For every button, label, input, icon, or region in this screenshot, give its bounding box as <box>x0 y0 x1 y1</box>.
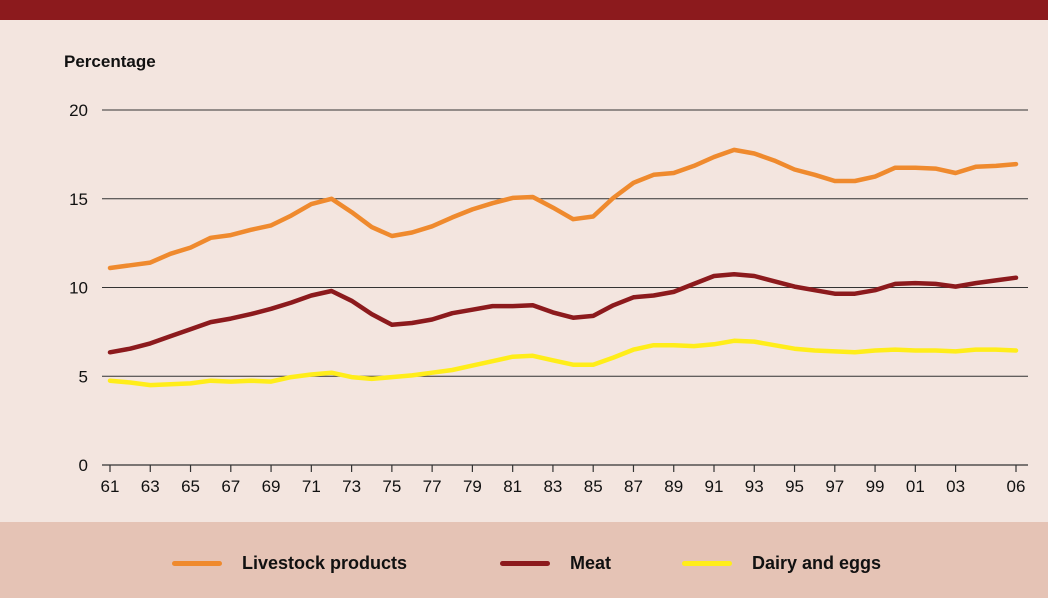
x-tick-label: 83 <box>543 477 562 496</box>
series-line-meat <box>107 271 1019 355</box>
x-tick-label: 71 <box>302 477 321 496</box>
series-line-dairy-and-eggs <box>107 338 1019 388</box>
series-lines <box>107 147 1019 388</box>
y-axis-label: Percentage <box>64 52 156 71</box>
legend <box>0 522 1048 598</box>
x-tick-label: 06 <box>1007 477 1026 496</box>
x-tick-label: 91 <box>705 477 724 496</box>
x-axis: 61 63 65 67 69 71 73 75 77 79 81 83 85 87 89 91 93 95 97 99… <box>101 464 1028 496</box>
x-tick-label: 85 <box>584 477 603 496</box>
legend-item-dairy-and-eggs: Dairy and eggs <box>682 552 881 574</box>
y-tick-label: 15 <box>69 190 88 209</box>
x-tick-label: 75 <box>382 477 401 496</box>
legend-swatch-meat <box>500 560 550 566</box>
x-tick-label: 65 <box>181 477 200 496</box>
x-tick-label: 79 <box>463 477 482 496</box>
x-tick-label: 95 <box>785 477 804 496</box>
x-tick-label: 01 <box>906 477 925 496</box>
x-tick-label: 87 <box>624 477 643 496</box>
y-tick-label: 20 <box>69 101 88 120</box>
x-tick-label: 69 <box>262 477 281 496</box>
y-tick-label: 5 <box>79 367 88 386</box>
legend-item-meat: Meat <box>500 552 611 574</box>
top-banner <box>0 0 1048 20</box>
x-tick-label: 67 <box>221 477 240 496</box>
plot-area <box>0 20 1048 522</box>
x-tick-label: 73 <box>342 477 361 496</box>
series-line-livestock-products <box>107 147 1019 271</box>
y-tick-label: 0 <box>79 456 88 475</box>
x-tick-label: 61 <box>101 477 120 496</box>
legend-swatch-dairy-and-eggs <box>682 560 732 566</box>
x-tick-label: 77 <box>423 477 442 496</box>
x-tick-label: 89 <box>664 477 683 496</box>
x-tick-label: 97 <box>825 477 844 496</box>
x-tick-label: 03 <box>946 477 965 496</box>
legend-swatch-livestock-products <box>172 560 222 566</box>
x-tick-label: 99 <box>866 477 885 496</box>
legend-item-livestock-products: Livestock products <box>172 552 407 574</box>
x-tick-label: 93 <box>745 477 764 496</box>
y-tick-label: 10 <box>69 279 88 298</box>
x-tick-label: 63 <box>141 477 160 496</box>
gridlines <box>102 109 1028 377</box>
legend-label-livestock-products: Livestock products <box>242 552 408 573</box>
x-tick-label: 81 <box>503 477 522 496</box>
legend-label-meat: Meat <box>570 552 612 573</box>
y-tick-labels: 0 5 10 15 20 <box>69 101 88 475</box>
legend-label-dairy-and-eggs: Dairy and eggs <box>752 552 882 573</box>
